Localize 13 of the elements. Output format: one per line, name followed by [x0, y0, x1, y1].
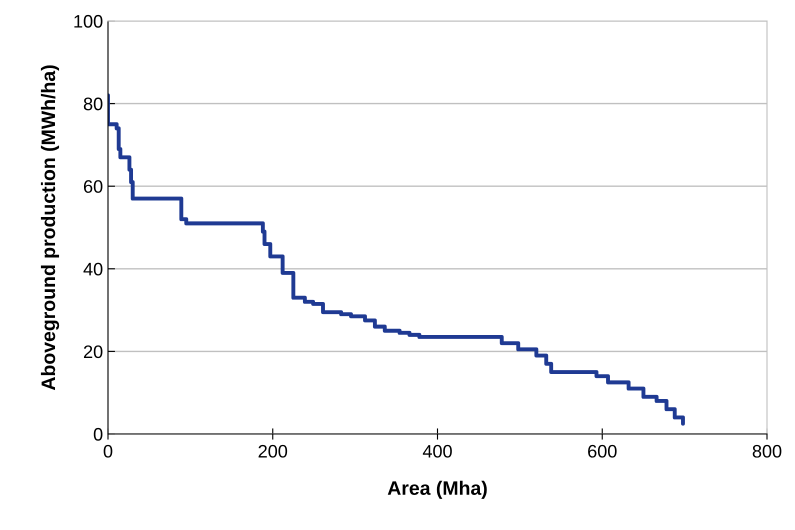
x-tick-label: 200	[258, 444, 288, 458]
y-tick-label: 60	[84, 180, 102, 193]
x-tick-label: 800	[752, 444, 782, 458]
x-tick-label: 0	[104, 444, 112, 458]
y-tick-label: 0	[94, 428, 102, 441]
y-axis-title: Aboveground production (MWh/ha)	[40, 65, 60, 390]
y-tick-label: 100	[74, 14, 102, 28]
y-tick-label: 20	[84, 345, 102, 358]
x-tick-label: 400	[422, 444, 452, 458]
x-tick-label: 600	[588, 444, 617, 458]
x-axis-title: Area (Mha)	[388, 480, 487, 499]
y-tick-label: 40	[83, 262, 102, 276]
y-tick-label: 80	[84, 98, 102, 110]
